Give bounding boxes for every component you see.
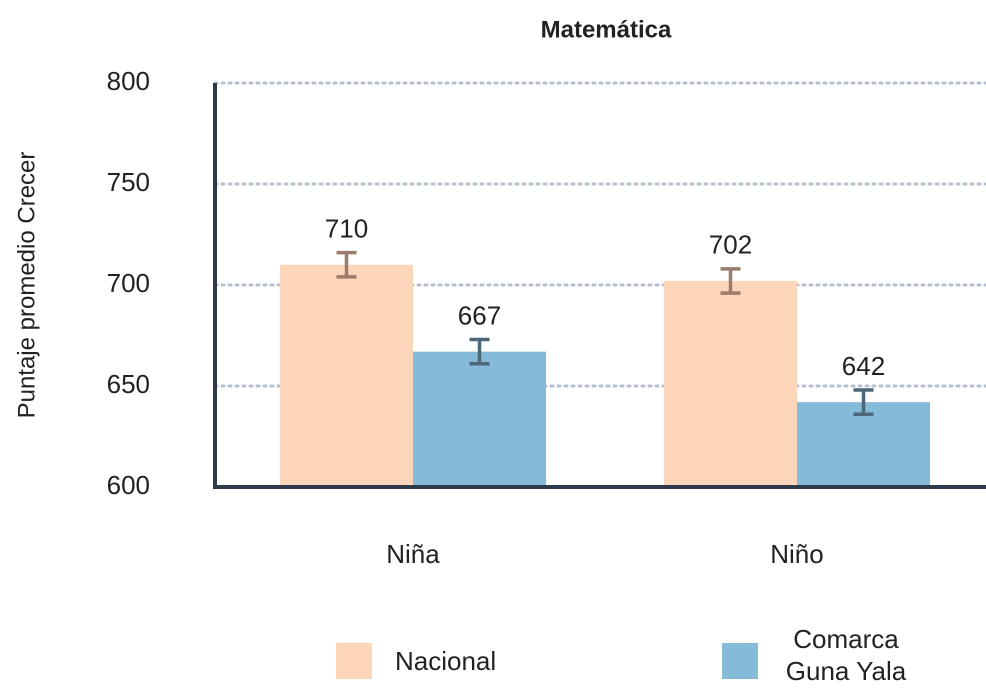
legend-label: Comarca Guna Yala: [785, 624, 907, 686]
legend-label: Nacional: [395, 646, 497, 676]
y-axis-title: Puntaje promedio Crecer: [13, 152, 40, 419]
error-bar: [469, 337, 490, 366]
bar: [664, 280, 797, 487]
error-bar: [336, 250, 357, 279]
y-tick-label: 750: [107, 167, 150, 197]
bar: [413, 351, 546, 487]
y-tick-label: 800: [107, 66, 150, 96]
data-label: 667: [458, 300, 501, 330]
chart-title: Matemática: [541, 16, 672, 43]
bar: [280, 264, 413, 487]
x-tick-label: Niño: [770, 539, 823, 569]
legend-swatch: [722, 643, 758, 679]
x-tick-label: Niña: [386, 539, 440, 569]
legend-swatch: [336, 643, 372, 679]
y-tick-label: 700: [107, 268, 150, 298]
y-tick-label: 600: [107, 470, 150, 500]
data-label: 710: [325, 214, 368, 244]
data-label: 702: [709, 230, 752, 260]
error-bar: [720, 267, 741, 295]
data-label: 642: [842, 351, 885, 381]
error-bar: [853, 388, 874, 417]
y-tick-label: 650: [107, 369, 150, 399]
bar: [797, 402, 930, 487]
